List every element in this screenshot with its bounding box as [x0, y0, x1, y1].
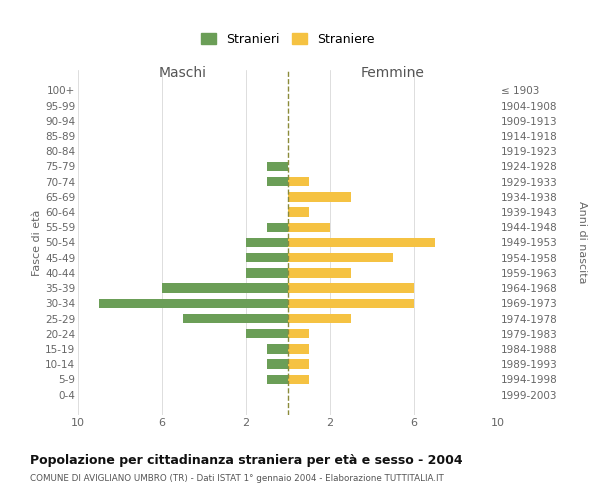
Bar	[288, 192, 351, 202]
Bar	[288, 374, 309, 384]
Bar	[267, 344, 288, 354]
Bar	[267, 374, 288, 384]
Bar	[267, 222, 288, 232]
Bar	[288, 177, 309, 186]
Bar	[267, 177, 288, 186]
Y-axis label: Fasce di età: Fasce di età	[32, 210, 42, 276]
Bar	[288, 253, 393, 262]
Bar	[288, 222, 330, 232]
Bar	[267, 162, 288, 171]
Bar	[288, 268, 351, 278]
Bar	[246, 268, 288, 278]
Bar	[267, 360, 288, 369]
Bar	[288, 344, 309, 354]
Bar	[183, 314, 288, 324]
Text: Maschi: Maschi	[159, 66, 207, 80]
Bar	[246, 329, 288, 338]
Bar	[288, 238, 435, 247]
Bar	[99, 298, 288, 308]
Text: Femmine: Femmine	[361, 66, 425, 80]
Text: COMUNE DI AVIGLIANO UMBRO (TR) - Dati ISTAT 1° gennaio 2004 - Elaborazione TUTTI: COMUNE DI AVIGLIANO UMBRO (TR) - Dati IS…	[30, 474, 444, 483]
Y-axis label: Anni di nascita: Anni di nascita	[577, 201, 587, 284]
Bar	[162, 284, 288, 293]
Text: Popolazione per cittadinanza straniera per età e sesso - 2004: Popolazione per cittadinanza straniera p…	[30, 454, 463, 467]
Bar	[288, 208, 309, 217]
Bar	[288, 314, 351, 324]
Bar	[288, 284, 414, 293]
Bar	[246, 253, 288, 262]
Legend: Stranieri, Straniere: Stranieri, Straniere	[196, 28, 380, 51]
Bar	[288, 360, 309, 369]
Bar	[288, 298, 414, 308]
Bar	[288, 329, 309, 338]
Bar	[246, 238, 288, 247]
